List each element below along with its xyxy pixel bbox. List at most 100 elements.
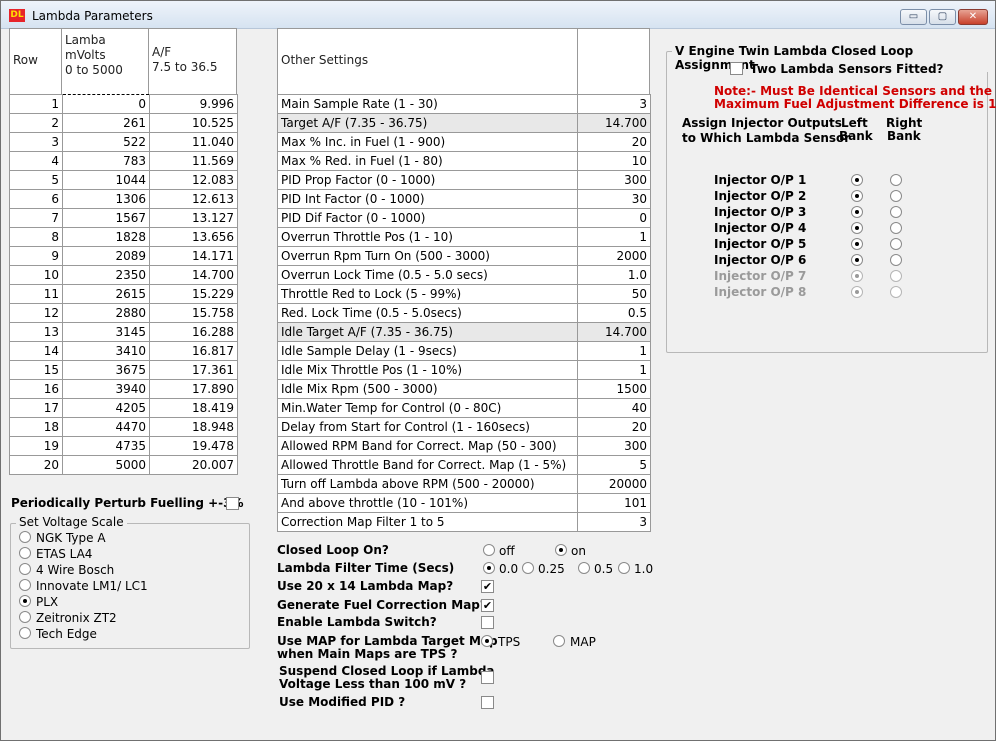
map-radio[interactable] xyxy=(553,635,565,647)
mvolts-cell[interactable]: 2880 xyxy=(62,303,150,323)
mvolts-cell[interactable]: 0 xyxy=(62,94,150,114)
voltage-scale-radio[interactable] xyxy=(19,563,31,575)
voltage-scale-radio[interactable] xyxy=(19,579,31,591)
gen-correction-checkbox[interactable]: ✔ xyxy=(481,599,494,612)
mvolts-cell[interactable]: 3940 xyxy=(62,379,150,399)
setting-value[interactable]: 1500 xyxy=(577,379,651,399)
close-button[interactable]: ✕ xyxy=(958,9,988,25)
voltage-scale-radio[interactable] xyxy=(19,595,31,607)
setting-value[interactable]: 300 xyxy=(577,436,651,456)
filter-time-025-radio[interactable] xyxy=(522,562,534,574)
mvolts-cell[interactable]: 5000 xyxy=(62,455,150,475)
mvolts-cell[interactable]: 1828 xyxy=(62,227,150,247)
setting-value[interactable]: 1 xyxy=(577,227,651,247)
setting-value[interactable]: 40 xyxy=(577,398,651,418)
title-bar[interactable]: DL Lambda Parameters ▭ ▢ ✕ xyxy=(1,1,995,29)
right-bank-radio[interactable] xyxy=(890,174,902,186)
mvolts-cell[interactable]: 4470 xyxy=(62,417,150,437)
af-cell[interactable]: 17.361 xyxy=(149,360,238,380)
closed-loop-off-radio[interactable] xyxy=(483,544,495,556)
voltage-scale-radio[interactable] xyxy=(19,611,31,623)
af-cell[interactable]: 16.288 xyxy=(149,322,238,342)
af-cell[interactable]: 12.083 xyxy=(149,170,238,190)
mvolts-cell[interactable]: 4735 xyxy=(62,436,150,456)
setting-value[interactable]: 3 xyxy=(577,512,651,532)
left-bank-radio[interactable] xyxy=(851,174,863,186)
setting-value[interactable]: 300 xyxy=(577,170,651,190)
af-cell[interactable]: 14.700 xyxy=(149,265,238,285)
af-cell[interactable]: 15.758 xyxy=(149,303,238,323)
left-bank-radio[interactable] xyxy=(851,238,863,250)
use-map-checkbox[interactable]: ✔ xyxy=(481,580,494,593)
af-cell[interactable]: 18.948 xyxy=(149,417,238,437)
setting-value[interactable]: 30 xyxy=(577,189,651,209)
setting-value[interactable]: 0 xyxy=(577,208,651,228)
setting-value[interactable]: 14.700 xyxy=(577,113,651,133)
af-cell[interactable]: 11.040 xyxy=(149,132,238,152)
mvolts-cell[interactable]: 3675 xyxy=(62,360,150,380)
af-cell[interactable]: 15.229 xyxy=(149,284,238,304)
mvolts-cell[interactable]: 1567 xyxy=(62,208,150,228)
mvolts-cell[interactable]: 783 xyxy=(62,151,150,171)
setting-value[interactable]: 5 xyxy=(577,455,651,475)
setting-value[interactable]: 2000 xyxy=(577,246,651,266)
setting-value[interactable]: 20 xyxy=(577,132,651,152)
lambda-switch-checkbox[interactable] xyxy=(481,616,494,629)
mvolts-cell[interactable]: 1306 xyxy=(62,189,150,209)
left-bank-radio[interactable] xyxy=(851,222,863,234)
left-bank-radio[interactable] xyxy=(851,254,863,266)
minimize-button[interactable]: ▭ xyxy=(900,9,927,25)
setting-value[interactable]: 20 xyxy=(577,417,651,437)
right-bank-radio[interactable] xyxy=(890,286,902,298)
mvolts-cell[interactable]: 3145 xyxy=(62,322,150,342)
mvolts-cell[interactable]: 261 xyxy=(62,113,150,133)
two-sensors-checkbox[interactable] xyxy=(730,62,743,75)
af-cell[interactable]: 20.007 xyxy=(149,455,238,475)
modified-pid-checkbox[interactable] xyxy=(481,696,494,709)
left-bank-radio[interactable] xyxy=(851,206,863,218)
filter-time-0-radio[interactable] xyxy=(483,562,495,574)
af-cell[interactable]: 16.817 xyxy=(149,341,238,361)
setting-value[interactable]: 1 xyxy=(577,360,651,380)
mvolts-cell[interactable]: 3410 xyxy=(62,341,150,361)
setting-value[interactable]: 1.0 xyxy=(577,265,651,285)
af-cell[interactable]: 19.478 xyxy=(149,436,238,456)
af-cell[interactable]: 14.171 xyxy=(149,246,238,266)
left-bank-radio[interactable] xyxy=(851,270,863,282)
setting-value[interactable]: 10 xyxy=(577,151,651,171)
af-cell[interactable]: 17.890 xyxy=(149,379,238,399)
voltage-scale-radio[interactable] xyxy=(19,531,31,543)
maximize-button[interactable]: ▢ xyxy=(929,9,956,25)
setting-value[interactable]: 0.5 xyxy=(577,303,651,323)
right-bank-radio[interactable] xyxy=(890,270,902,282)
af-cell[interactable]: 13.127 xyxy=(149,208,238,228)
af-cell[interactable]: 10.525 xyxy=(149,113,238,133)
right-bank-radio[interactable] xyxy=(890,222,902,234)
af-cell[interactable]: 12.613 xyxy=(149,189,238,209)
mvolts-cell[interactable]: 2089 xyxy=(62,246,150,266)
suspend-checkbox[interactable] xyxy=(481,671,494,684)
voltage-scale-radio[interactable] xyxy=(19,547,31,559)
perturb-checkbox[interactable] xyxy=(226,497,239,510)
left-bank-radio[interactable] xyxy=(851,190,863,202)
af-cell[interactable]: 13.656 xyxy=(149,227,238,247)
mvolts-cell[interactable]: 2615 xyxy=(62,284,150,304)
setting-value[interactable]: 101 xyxy=(577,493,651,513)
mvolts-cell[interactable]: 522 xyxy=(62,132,150,152)
setting-value[interactable]: 50 xyxy=(577,284,651,304)
closed-loop-on-radio[interactable] xyxy=(555,544,567,556)
tps-radio[interactable] xyxy=(481,635,493,647)
right-bank-radio[interactable] xyxy=(890,254,902,266)
right-bank-radio[interactable] xyxy=(890,206,902,218)
voltage-scale-radio[interactable] xyxy=(19,627,31,639)
af-cell[interactable]: 18.419 xyxy=(149,398,238,418)
left-bank-radio[interactable] xyxy=(851,286,863,298)
right-bank-radio[interactable] xyxy=(890,238,902,250)
setting-value[interactable]: 1 xyxy=(577,341,651,361)
setting-value[interactable]: 14.700 xyxy=(577,322,651,342)
right-bank-radio[interactable] xyxy=(890,190,902,202)
setting-value[interactable]: 20000 xyxy=(577,474,651,494)
mvolts-cell[interactable]: 1044 xyxy=(62,170,150,190)
mvolts-cell[interactable]: 2350 xyxy=(62,265,150,285)
af-cell[interactable]: 11.569 xyxy=(149,151,238,171)
